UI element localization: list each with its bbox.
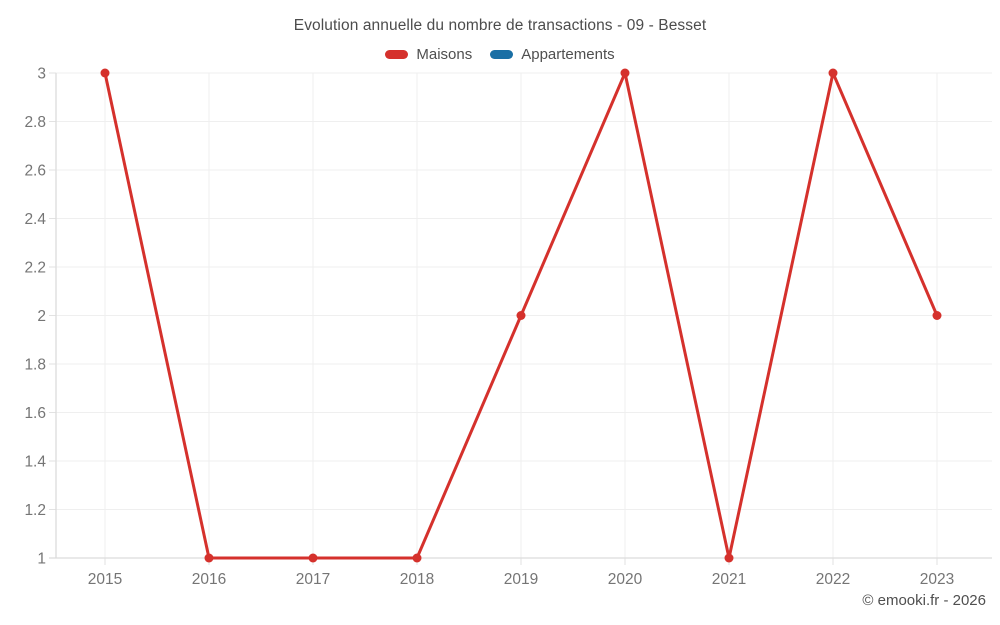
y-tick-label: 3 [37, 66, 46, 83]
data-point-2021[interactable] [724, 553, 734, 563]
y-tick-label: 1.8 [24, 357, 46, 374]
x-tick-label: 2017 [296, 571, 330, 588]
y-tick-label: 2.2 [24, 260, 46, 277]
x-tick-label: 2021 [712, 571, 746, 588]
x-tick-label: 2016 [192, 571, 226, 588]
legend-item-maisons[interactable]: Maisons [385, 46, 472, 63]
legend-label-appartements: Appartements [521, 46, 615, 63]
data-point-2018[interactable] [412, 553, 422, 563]
x-tick-label: 2022 [816, 571, 850, 588]
y-tick-label: 1.2 [24, 502, 46, 519]
y-tick-label: 1.4 [24, 454, 46, 471]
chart-title: Evolution annuelle du nombre de transact… [293, 17, 707, 34]
y-tick-label: 1 [37, 551, 46, 568]
data-point-2019[interactable] [516, 311, 526, 320]
x-tick-label: 2018 [400, 571, 434, 588]
x-tick-label: 2015 [88, 571, 122, 588]
data-point-2023[interactable] [932, 311, 942, 320]
maisons-swatch-icon [385, 50, 409, 59]
copyright-text: © emooki.fr - 2026 [862, 592, 986, 609]
legend-label-maisons: Maisons [416, 46, 473, 63]
data-point-2022[interactable] [828, 68, 838, 78]
axis-labels: 1 1.2 1.4 1.6 1.8 2 2.2 2.4 2.6 2.8 3 2015 2016 2017 2… [24, 66, 954, 589]
chart-legend: Maisons Appartements [0, 46, 1000, 63]
data-point-2017[interactable] [308, 553, 318, 563]
x-tick-label: 2023 [920, 571, 954, 588]
data-point-2016[interactable] [204, 553, 214, 563]
legend-item-appartements[interactable]: Appartements [490, 46, 615, 63]
y-tick-label: 2 [37, 308, 46, 325]
x-tick-label: 2019 [504, 571, 538, 588]
data-point-2020[interactable] [620, 68, 630, 78]
y-tick-label: 2.6 [24, 163, 46, 180]
y-tick-label: 1.6 [24, 405, 46, 422]
series-maisons [100, 68, 942, 563]
y-tick-label: 2.4 [24, 211, 46, 228]
data-point-2015[interactable] [100, 68, 110, 78]
appartements-swatch-icon [490, 50, 514, 59]
y-tick-label: 2.8 [24, 114, 46, 131]
x-tick-label: 2020 [608, 571, 643, 588]
